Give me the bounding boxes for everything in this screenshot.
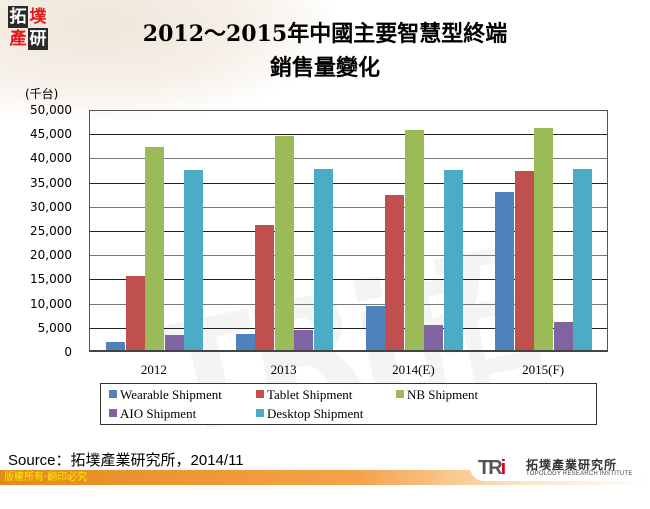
- chart-legend: Wearable Shipment Tablet Shipment NB Shipm…: [100, 383, 597, 425]
- gridline: [90, 206, 607, 208]
- gridline: [90, 231, 607, 232]
- y-tick-label: 15,000: [30, 272, 72, 287]
- bar-desktop-shipment: [573, 169, 593, 350]
- plot-area: [89, 110, 608, 352]
- legend-item: Tablet Shipment: [256, 386, 352, 404]
- copyright-notice: 版權所有‧翻印必究: [4, 472, 88, 483]
- bar-desktop-shipment: [184, 170, 204, 350]
- legend-item: AIO Shipment: [109, 405, 196, 423]
- tri-name-en: TOPOLOGY RESEARCH INSTITUTE: [526, 471, 633, 477]
- logo-char: 墣: [29, 7, 47, 27]
- bar-nb-shipment: [145, 146, 165, 350]
- legend-swatch-icon: [256, 409, 264, 417]
- gridline: [90, 327, 607, 329]
- y-axis-unit: (千台): [25, 87, 59, 101]
- tri-name-cn: 拓墣產業研究所: [526, 458, 618, 472]
- legend-label: NB Shipment: [407, 387, 479, 402]
- gridline: [90, 255, 607, 257]
- legend-swatch-icon: [256, 390, 264, 398]
- bar-wearable-shipment: [235, 333, 255, 350]
- y-tick-label: 45,000: [30, 127, 72, 142]
- bar-nb-shipment: [534, 128, 554, 350]
- y-tick-label: 0: [64, 345, 72, 359]
- bar-wearable-shipment: [365, 306, 385, 350]
- legend-label: Desktop Shipment: [267, 406, 364, 421]
- legend-item: Desktop Shipment: [256, 405, 363, 423]
- tri-mark: TRi: [478, 457, 506, 479]
- gridline: [90, 134, 607, 136]
- logo-char: 研: [28, 28, 48, 50]
- legend-item: NB Shipment: [396, 386, 478, 404]
- tri-logo: TRi 拓墣產業研究所 TOPOLOGY RESEARCH INSTITUTE: [470, 455, 645, 481]
- y-tick-label: 5,000: [37, 320, 72, 335]
- legend-swatch-icon: [109, 390, 117, 398]
- gridline: [90, 303, 607, 305]
- legend-swatch-icon: [109, 409, 117, 417]
- gridline: [90, 158, 607, 160]
- x-tick-label: 2015(F): [522, 362, 565, 377]
- bar-aio-shipment: [294, 330, 314, 350]
- bar-tablet-shipment: [125, 276, 145, 350]
- logo-char: 產: [9, 29, 27, 49]
- bar-wearable-shipment: [495, 191, 515, 350]
- bar-nb-shipment: [274, 136, 294, 350]
- y-tick-label: 40,000: [30, 151, 72, 166]
- bar-tablet-shipment: [514, 171, 534, 350]
- source-note: Source：拓墣產業研究所，2014/11: [8, 452, 244, 469]
- legend-item: Wearable Shipment: [109, 386, 222, 404]
- bar-aio-shipment: [164, 334, 184, 350]
- bar-desktop-shipment: [443, 170, 463, 350]
- bar-desktop-shipment: [313, 169, 333, 350]
- legend-swatch-icon: [396, 390, 404, 398]
- y-tick-label: 20,000: [30, 248, 72, 263]
- legend-label: Tablet Shipment: [267, 387, 353, 402]
- y-tick-label: 25,000: [30, 224, 72, 238]
- chart-title-line1: 2012～2015年中國主要智慧型終端: [142, 21, 508, 47]
- logo-char: 拓: [8, 6, 28, 28]
- gridline: [90, 279, 607, 281]
- chart-title-line2: 銷售量變化: [269, 55, 380, 81]
- x-tick-label: 2014(E): [392, 362, 435, 377]
- bar-tablet-shipment: [385, 195, 405, 350]
- legend-label: AIO Shipment: [120, 406, 197, 421]
- topology-logo: 拓 墣 產 研: [8, 6, 48, 54]
- y-tick-label: 50,000: [30, 103, 72, 117]
- x-tick-label: 2012: [140, 362, 167, 377]
- bar-tablet-shipment: [255, 224, 275, 350]
- y-tick-label: 30,000: [30, 199, 72, 214]
- bar-wearable-shipment: [106, 342, 126, 350]
- bar-aio-shipment: [424, 325, 444, 350]
- gridline: [90, 182, 607, 184]
- y-tick-label: 10,000: [30, 296, 72, 311]
- legend-label: Wearable Shipment: [120, 387, 222, 402]
- bar-aio-shipment: [553, 322, 573, 350]
- x-tick-label: 2013: [270, 362, 297, 377]
- background-map-decoration: [0, 0, 330, 120]
- y-tick-label: 35,000: [30, 175, 72, 190]
- bar-nb-shipment: [404, 129, 424, 350]
